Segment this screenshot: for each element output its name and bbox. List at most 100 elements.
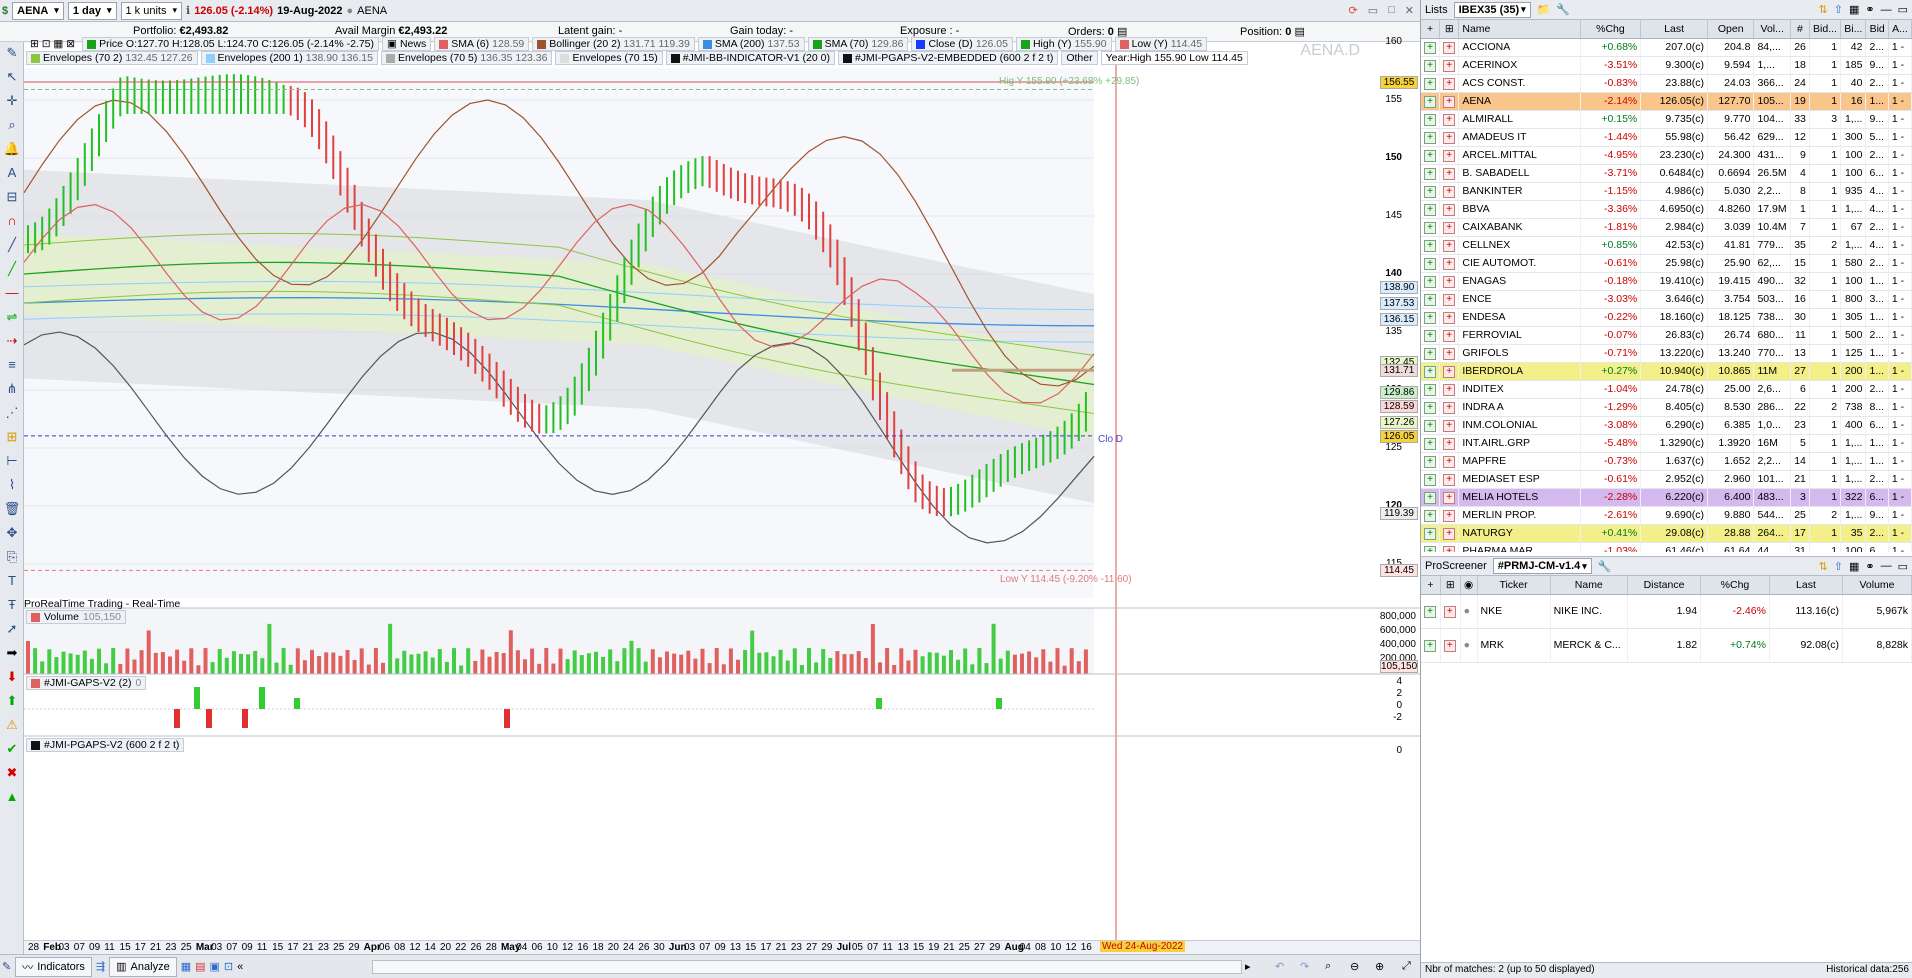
col-chg[interactable]: %Chg <box>1580 20 1642 39</box>
down-arrow-icon[interactable]: ⬇ <box>6 669 18 684</box>
table-icon[interactable]: ▤ <box>195 961 206 973</box>
watchlist-row[interactable]: + + ENDESA -0.22% 18.160(c) 18.125 738... 30 1 30… <box>1421 308 1912 327</box>
fullscreen-icon[interactable]: ⤢ <box>1402 960 1411 972</box>
screener-row[interactable]: + + ● NKE NIKE INC. 1.94 -2.46% 113.16(c) 5,967k <box>1421 594 1912 629</box>
add-alert-button[interactable]: + <box>1421 434 1441 453</box>
gann-icon[interactable]: ⊞ <box>6 429 18 444</box>
watchlist-row[interactable]: + + ARCEL.MITTAL -4.95% 23.230(c) 24.300 431..… <box>1421 146 1912 165</box>
legend-price[interactable]: Price O:127.70 H:128.05 L:124.70 C:126.0… <box>82 37 380 51</box>
screener-tab[interactable]: ProScreener <box>1425 560 1487 572</box>
analyze-button[interactable]: ▥ Analyze <box>109 956 177 977</box>
lists-tab[interactable]: Lists <box>1425 3 1448 16</box>
triangle-icon[interactable]: ▲ <box>5 789 19 804</box>
watchlist-row[interactable]: + + IBERDROLA +0.27% 10.940(c) 10.865 11M 27 1 20… <box>1421 362 1912 381</box>
arrow-icon[interactable]: ⇢ <box>6 333 18 348</box>
add-alert-button[interactable]: + <box>1421 344 1441 363</box>
zoom-out-icon[interactable]: ⊖ <box>1350 961 1360 973</box>
magnet-icon[interactable]: ∩ <box>7 213 17 228</box>
restore-icon[interactable]: ▭ <box>1367 5 1379 17</box>
trade-button[interactable]: + <box>1439 416 1460 435</box>
col-trade[interactable]: ⊞ <box>1439 20 1460 39</box>
watchlist-row[interactable]: + + INM.COLONIAL -3.08% 6.290(c) 6.385 1,0... 2… <box>1421 416 1912 435</box>
watchlist-row[interactable]: + + MAPFRE -0.73% 1.637(c) 1.652 2,2... 14 1 1,..… <box>1421 452 1912 471</box>
sort-icon[interactable]: ⇅ <box>1818 4 1828 16</box>
col-bid3[interactable]: Bid <box>1865 20 1889 39</box>
brush-icon[interactable]: ⌇ <box>8 477 16 492</box>
watchlist-row[interactable]: + + INDITEX -1.04% 24.78(c) 25.00 2,6... 6 1 200 2… <box>1421 380 1912 399</box>
legend-bollinger[interactable]: Bollinger (20 2) 131.71 119.39 <box>532 37 695 51</box>
text-label-icon[interactable]: Ŧ <box>8 597 16 612</box>
calendar-icon[interactable]: ▦ <box>180 961 192 973</box>
watchlist-row[interactable]: + + GRIFOLS -0.71% 13.220(c) 13.240 770... 13 1 1… <box>1421 344 1912 363</box>
col-bid2[interactable]: Bi... <box>1840 20 1867 39</box>
screener-grid-icon[interactable]: ▦ <box>1848 560 1860 573</box>
legend-low-y[interactable]: Low (Y) 114.45 <box>1114 37 1208 51</box>
volume-title[interactable]: Volume 105,150 <box>26 610 126 624</box>
warning-icon[interactable]: ⚠ <box>6 717 18 732</box>
add-alert-button[interactable]: + <box>1421 452 1441 471</box>
undo-icon[interactable]: ↶ <box>1275 961 1285 973</box>
add-alert-button[interactable]: + <box>1421 506 1441 525</box>
add-alert-button[interactable]: + <box>1421 542 1441 552</box>
minimize-icon[interactable]: — <box>1880 3 1892 16</box>
legend-sma70[interactable]: SMA (70) 129.86 <box>807 37 909 51</box>
watchlist-row[interactable]: + + ACERINOX -3.51% 9.300(c) 9.594 1,... 18 1 185… <box>1421 56 1912 75</box>
crosshair-icon[interactable]: ✛ <box>6 93 18 108</box>
trade-button[interactable]: + <box>1439 56 1460 75</box>
add-alert-button[interactable]: + <box>1421 56 1441 75</box>
add-alert-button[interactable]: + <box>1421 326 1441 345</box>
add-alert-button[interactable]: + <box>1421 380 1441 399</box>
fibonacci-icon[interactable]: ≡ <box>8 357 16 372</box>
restore-list-icon[interactable]: ▭ <box>1897 4 1908 16</box>
trash-icon[interactable]: 🗑 <box>3 501 21 516</box>
add-alert-button[interactable]: + <box>1421 218 1441 237</box>
screener-tools-icon[interactable]: 🔧 <box>1597 560 1612 573</box>
trade-button[interactable]: + <box>1439 38 1460 57</box>
close-icon[interactable]: ✕ <box>1404 5 1414 17</box>
units-selector[interactable]: 1 k units <box>120 1 182 20</box>
legend-sma6[interactable]: SMA (6) 128.59 <box>434 37 530 51</box>
watchlist-row[interactable]: + + MERLIN PROP. -2.61% 9.690(c) 9.880 544... 2… <box>1421 506 1912 525</box>
col-name[interactable]: Name <box>1458 20 1581 39</box>
grid-icon[interactable]: ▦ <box>1848 4 1860 16</box>
trade-button[interactable]: + <box>1439 398 1460 417</box>
trade-button[interactable]: + <box>1439 326 1460 345</box>
trade-button[interactable]: + <box>1439 182 1460 201</box>
add-alert-button[interactable]: + <box>1421 254 1441 273</box>
legend-other[interactable]: Other <box>1061 51 1098 65</box>
scr-col-distance[interactable]: Distance <box>1627 576 1702 595</box>
watchlist-row[interactable]: + + FERROVIAL -0.07% 26.83(c) 26.74 680... 11 1 5… <box>1421 326 1912 345</box>
watchlist-row[interactable]: + + ACCIONA +0.68% 207.0(c) 204.8 84,... 26 1 42 2… <box>1421 38 1912 57</box>
pgaps-title[interactable]: #JMI-PGAPS-V2 (600 2 f 2 t) <box>26 738 185 752</box>
folder-icon[interactable]: 📁 <box>1536 4 1551 16</box>
trade-button[interactable]: + <box>1439 200 1460 219</box>
watchlist-row[interactable]: + + CIE AUTOMOT. -0.61% 25.98(c) 25.90 62,... 1… <box>1421 254 1912 273</box>
instrument-selector[interactable]: AENA <box>12 1 64 20</box>
tools-icon[interactable]: 🔧 <box>1556 4 1571 16</box>
scr-add-button[interactable]: + <box>1421 628 1441 663</box>
trade-button[interactable]: + <box>1439 272 1460 291</box>
add-alert-button[interactable]: + <box>1421 200 1441 219</box>
col-open[interactable]: Open <box>1707 20 1755 39</box>
scroll-right-icon[interactable]: ▸ <box>1245 961 1251 973</box>
watchlist-row[interactable]: + + ENCE -3.03% 3.646(c) 3.754 503... 16 1 800 3..… <box>1421 290 1912 309</box>
pitchfork-icon[interactable]: ⋔ <box>6 381 18 396</box>
col-bid1[interactable]: Bid... <box>1809 20 1842 39</box>
col-ask[interactable]: A... <box>1888 20 1912 39</box>
add-alert-button[interactable]: + <box>1421 488 1441 507</box>
legend-high-y[interactable]: High (Y) 155.90 <box>1015 37 1112 51</box>
scr-col-ticker[interactable]: Ticker <box>1477 576 1551 595</box>
move-icon[interactable]: ✥ <box>6 525 18 540</box>
line-arrow-icon[interactable]: ➚ <box>6 621 18 636</box>
chart-canvas[interactable] <box>24 42 1420 954</box>
measure-icon[interactable]: ⊢ <box>6 453 18 468</box>
export-list-icon[interactable]: ⇧ <box>1833 4 1843 16</box>
col-last[interactable]: Last <box>1640 20 1708 39</box>
add-alert-button[interactable]: + <box>1421 470 1441 489</box>
watchlist-row[interactable]: + + CAIXABANK -1.81% 2.984(c) 3.039 10.4M 7 1 67 2… <box>1421 218 1912 237</box>
trendline-green-icon[interactable]: ╱ <box>8 261 16 276</box>
add-alert-button[interactable]: + <box>1421 308 1441 327</box>
screener-row[interactable]: + + ● MRK MERCK & C... 1.82 +0.74% 92.08(c) 8,82… <box>1421 628 1912 663</box>
trade-button[interactable]: + <box>1439 470 1460 489</box>
scr-trade-button[interactable]: + <box>1440 628 1461 663</box>
